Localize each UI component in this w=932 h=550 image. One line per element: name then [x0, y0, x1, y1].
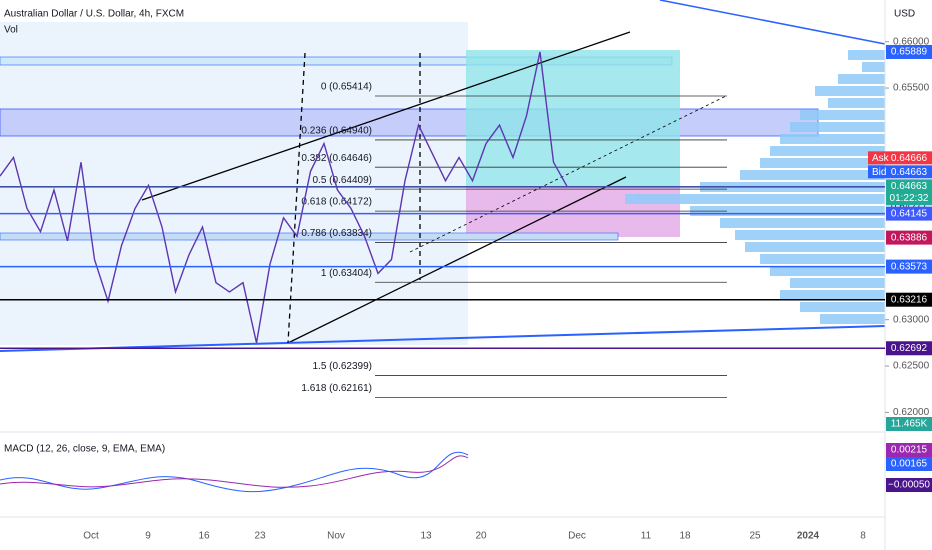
fib-label: 0.382 (0.64646) [301, 153, 372, 164]
price-badge-label: 0.63216 [891, 294, 928, 305]
chart-title: Australian Dollar / U.S. Dollar, 4h, FXC… [4, 9, 184, 20]
target-box [466, 50, 680, 186]
fib-label: 0 (0.65414) [321, 82, 372, 93]
bid-tag: Bid [872, 167, 886, 178]
price-badge-label: 0.65889 [891, 47, 928, 58]
bid-badge [868, 165, 932, 179]
x-tick-label: 13 [420, 531, 432, 542]
price-badge-label: 0.64145 [891, 208, 928, 219]
y-tick-label: 0.65500 [893, 83, 930, 94]
x-tick-label: 2024 [797, 531, 820, 542]
fib-label: 0.236 (0.64940) [301, 126, 372, 137]
fib-label: 0.5 (0.64409) [313, 175, 373, 186]
volume-profile [625, 50, 885, 324]
macd-badge [886, 457, 932, 471]
x-tick-label: 18 [679, 531, 691, 542]
macd-badge [886, 478, 932, 492]
y-tick-label: 0.66000 [893, 36, 930, 47]
highlight-zone [0, 22, 468, 345]
macd-label: 0.00165 [891, 459, 928, 470]
ask-tag: Ask [872, 153, 890, 164]
volume-label: Vol [4, 25, 18, 36]
x-tick-label: 25 [749, 531, 761, 542]
demand-zone [0, 232, 619, 241]
x-tick-label: 9 [145, 531, 151, 542]
y-tick-label: 0.62500 [893, 361, 930, 372]
fib-label: 0.786 (0.63834) [301, 228, 372, 239]
ask-price: 0.64666 [891, 153, 928, 164]
y-tick-label: 0.63000 [893, 314, 930, 325]
price-line [0, 51, 568, 344]
badge [886, 417, 932, 431]
x-tick-label: 23 [254, 531, 266, 542]
ask-badge [868, 151, 932, 165]
fib-label: 1 (0.63404) [321, 268, 372, 279]
price-badge [886, 292, 932, 307]
price-badge [886, 206, 932, 221]
y-tick-label: 0.62000 [893, 407, 930, 418]
signal-line [0, 455, 469, 488]
drawings [0, 0, 886, 352]
last-price: 0.64663 [891, 181, 928, 192]
x-tick-label: Nov [327, 531, 345, 542]
x-tick-label: 20 [475, 531, 487, 542]
price-badge [886, 230, 932, 245]
price-badge [886, 341, 932, 356]
x-tick-label: 11 [641, 531, 652, 542]
macd-line [0, 451, 469, 493]
x-tick-label: Oct [83, 531, 99, 542]
x-tick-label: 16 [198, 531, 210, 542]
macd-badge [886, 443, 932, 457]
price-badge [886, 44, 932, 59]
price-badge-label: 0.63886 [891, 232, 928, 243]
price-badge-label: 0.62692 [891, 343, 928, 354]
x-tick-label: 8 [860, 531, 866, 542]
fib-label: 1.618 (0.62161) [301, 383, 372, 394]
fib-label: 0.618 (0.64172) [301, 197, 372, 208]
timer: 01:22:32 [890, 193, 929, 204]
volume-last: 11.465K [891, 419, 928, 430]
macd-title: MACD (12, 26, close, 9, EMA, EMA) [4, 444, 165, 455]
last-badge [886, 179, 932, 206]
macd-label: −0.00050 [888, 480, 930, 491]
price-badge-label: 0.63573 [891, 261, 928, 272]
bid-price: 0.64663 [891, 167, 928, 178]
currency: USD [894, 9, 915, 20]
price-badge [886, 259, 932, 274]
macd-label: 0.00215 [891, 445, 928, 456]
supply-zone [0, 108, 819, 137]
fib-label: 1.5 (0.62399) [313, 361, 373, 372]
x-tick-label: Dec [568, 531, 586, 542]
